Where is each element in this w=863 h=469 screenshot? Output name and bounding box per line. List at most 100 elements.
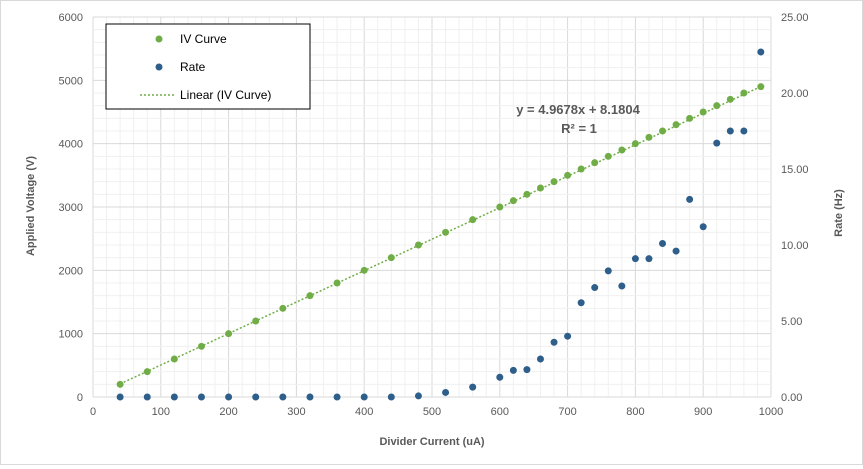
point-rate xyxy=(645,255,653,263)
data-points xyxy=(116,48,765,401)
y2-tick-label: 0.00 xyxy=(781,392,802,404)
point-iv-curve xyxy=(672,121,680,129)
point-iv-curve xyxy=(252,317,260,325)
point-rate xyxy=(197,393,205,401)
point-iv-curve xyxy=(387,254,395,262)
point-rate xyxy=(757,48,765,56)
point-iv-curve xyxy=(659,127,667,135)
x-tick-label: 0 xyxy=(90,406,96,418)
point-rate xyxy=(387,393,395,401)
point-rate xyxy=(631,255,639,263)
point-iv-curve xyxy=(726,95,734,103)
point-rate xyxy=(496,373,504,381)
point-rate xyxy=(442,388,450,396)
point-rate xyxy=(509,366,517,374)
y-axis-title: Applied Voltage (V) xyxy=(25,156,37,256)
y-tick-label: 6000 xyxy=(59,12,83,24)
point-rate xyxy=(726,127,734,135)
y-tick-label: 4000 xyxy=(59,139,83,151)
point-iv-curve xyxy=(686,114,694,122)
point-rate xyxy=(523,366,531,374)
point-rate xyxy=(306,393,314,401)
point-iv-curve xyxy=(360,266,368,274)
legend-marker-rate xyxy=(155,63,163,71)
point-iv-curve xyxy=(469,216,477,224)
point-rate xyxy=(699,223,707,231)
y-tick-label: 3000 xyxy=(59,202,83,214)
point-rate xyxy=(333,393,341,401)
point-rate xyxy=(659,239,667,247)
point-iv-curve xyxy=(225,330,233,338)
x-axis-ticks: 0 100 200 300 400 500 600 700 800 900 1000 xyxy=(90,406,783,418)
y2-tick-label: 5.00 xyxy=(781,316,802,328)
point-iv-curve xyxy=(523,190,531,198)
point-rate xyxy=(279,393,287,401)
y2-tick-label: 10.00 xyxy=(781,240,809,252)
x-tick-label: 100 xyxy=(152,406,170,418)
y-axis-ticks: 0 1000 2000 3000 4000 5000 6000 xyxy=(59,12,83,404)
point-iv-curve xyxy=(740,89,748,97)
point-rate xyxy=(686,195,694,203)
point-rate xyxy=(604,267,612,275)
point-iv-curve xyxy=(496,203,504,211)
point-rate xyxy=(564,332,572,340)
point-iv-curve xyxy=(550,178,558,186)
point-rate xyxy=(414,392,422,400)
trendline-equation: y = 4.9678x + 8.1804 xyxy=(516,102,640,117)
point-iv-curve xyxy=(509,197,517,205)
point-rate xyxy=(252,393,260,401)
point-iv-curve xyxy=(645,133,653,141)
y-tick-label: 2000 xyxy=(59,265,83,277)
point-rate xyxy=(536,355,544,363)
point-rate xyxy=(713,139,721,147)
legend-marker-iv-curve xyxy=(155,35,163,43)
point-iv-curve xyxy=(197,342,205,350)
point-iv-curve xyxy=(414,241,422,249)
point-rate xyxy=(170,393,178,401)
point-iv-curve xyxy=(564,171,572,179)
point-iv-curve xyxy=(279,304,287,312)
point-iv-curve xyxy=(618,146,626,154)
x-tick-label: 700 xyxy=(558,406,576,418)
legend-label-rate: Rate xyxy=(180,60,206,74)
y2-tick-label: 20.00 xyxy=(781,88,809,100)
point-iv-curve xyxy=(536,184,544,192)
point-iv-curve xyxy=(333,279,341,287)
point-rate xyxy=(740,127,748,135)
x-tick-label: 200 xyxy=(219,406,237,418)
point-rate xyxy=(550,338,558,346)
point-iv-curve xyxy=(604,152,612,160)
y2-tick-label: 25.00 xyxy=(781,12,809,24)
y2-axis-title: Rate (Hz) xyxy=(833,189,845,237)
x-tick-label: 900 xyxy=(694,406,712,418)
point-rate xyxy=(225,393,233,401)
point-rate xyxy=(577,299,585,307)
point-iv-curve xyxy=(442,228,450,236)
point-rate xyxy=(360,393,368,401)
x-tick-label: 600 xyxy=(491,406,509,418)
point-iv-curve xyxy=(757,83,765,91)
x-tick-label: 400 xyxy=(355,406,373,418)
point-rate xyxy=(672,247,680,255)
x-tick-label: 500 xyxy=(423,406,441,418)
point-iv-curve xyxy=(577,165,585,173)
x-tick-label: 1000 xyxy=(759,406,783,418)
x-tick-label: 300 xyxy=(287,406,305,418)
x-axis-title: Divider Current (uA) xyxy=(379,436,484,448)
x-tick-label: 800 xyxy=(626,406,644,418)
legend: IV Curve Rate Linear (IV Curve) xyxy=(105,23,311,110)
point-rate xyxy=(143,393,151,401)
y-tick-label: 5000 xyxy=(59,75,83,87)
point-rate xyxy=(469,383,477,391)
point-rate xyxy=(618,282,626,290)
point-iv-curve xyxy=(591,159,599,167)
point-iv-curve xyxy=(143,368,151,376)
point-rate xyxy=(116,393,124,401)
point-iv-curve xyxy=(699,108,707,116)
point-iv-curve xyxy=(306,292,314,300)
y2-axis-ticks: 0.00 5.00 10.00 15.00 20.00 25.00 xyxy=(781,12,809,404)
legend-label-linear: Linear (IV Curve) xyxy=(180,88,271,102)
y2-tick-label: 15.00 xyxy=(781,164,809,176)
